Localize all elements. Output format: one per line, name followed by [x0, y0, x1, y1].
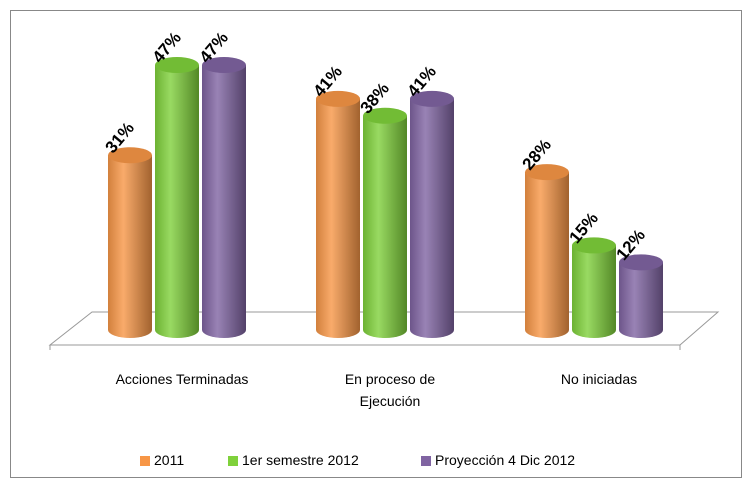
x-tick-label: No iniciadas — [560, 371, 638, 387]
bar-top — [316, 90, 360, 107]
bar-body — [410, 98, 454, 330]
bar-body — [572, 245, 616, 330]
legend-label: 2011 — [154, 452, 185, 468]
bar — [572, 237, 616, 338]
floor — [48, 311, 720, 346]
bar-top — [619, 254, 663, 271]
bar — [202, 57, 246, 338]
bar-top — [525, 164, 569, 181]
bar-body — [525, 172, 569, 330]
bar — [316, 90, 360, 338]
bar-body — [619, 262, 663, 330]
bar-top — [108, 147, 152, 164]
legend-label: Proyección 4 Dic 2012 — [435, 452, 576, 468]
bar — [410, 90, 454, 338]
x-tick-label: En proceso de Ejecución — [344, 371, 436, 409]
bar-top — [155, 57, 199, 73]
bar-top — [363, 107, 407, 124]
bar — [525, 164, 569, 338]
bar — [155, 57, 199, 338]
bar-body — [155, 65, 199, 330]
legend-swatch — [228, 456, 238, 466]
legend-label: 1er semestre 2012 — [242, 452, 359, 468]
x-tick-label: Acciones Terminadas — [115, 371, 249, 387]
bar — [108, 147, 152, 338]
bar-body — [202, 65, 246, 330]
bar — [619, 254, 663, 338]
legend-swatch — [140, 456, 150, 466]
bar-body — [316, 98, 360, 330]
bar-body — [363, 115, 407, 330]
legend-swatch — [421, 456, 431, 466]
bar-top — [202, 57, 246, 73]
bar — [363, 107, 407, 338]
bar-body — [108, 155, 152, 330]
bar-top — [410, 90, 454, 107]
bar-top — [572, 237, 616, 254]
